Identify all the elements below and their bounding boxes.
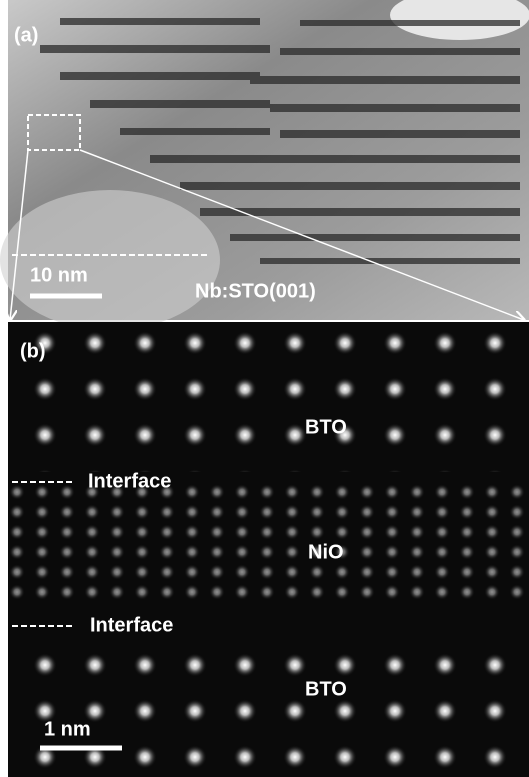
substrate-label: Nb:STO(001) <box>195 280 316 302</box>
layer-label: BTO <box>305 678 347 700</box>
panel-label: (a) <box>14 24 38 46</box>
panel-label: (b) <box>20 340 46 362</box>
interface-label: Interface <box>90 614 173 636</box>
scale-bar-label: 1 nm <box>44 718 91 740</box>
layer-label: NiO <box>308 541 344 563</box>
interface-label: Interface <box>88 470 171 492</box>
panel-a: (a) 10 nm Nb:STO(001) <box>0 0 529 330</box>
figure: (a) 10 nm Nb:STO(001) (b) BTO Interface … <box>0 0 529 777</box>
layer-label: BTO <box>305 416 347 438</box>
scale-bar-label: 10 nm <box>30 264 88 286</box>
panel-b: (b) BTO Interface NiO Interface BTO 1 nm <box>8 322 529 777</box>
